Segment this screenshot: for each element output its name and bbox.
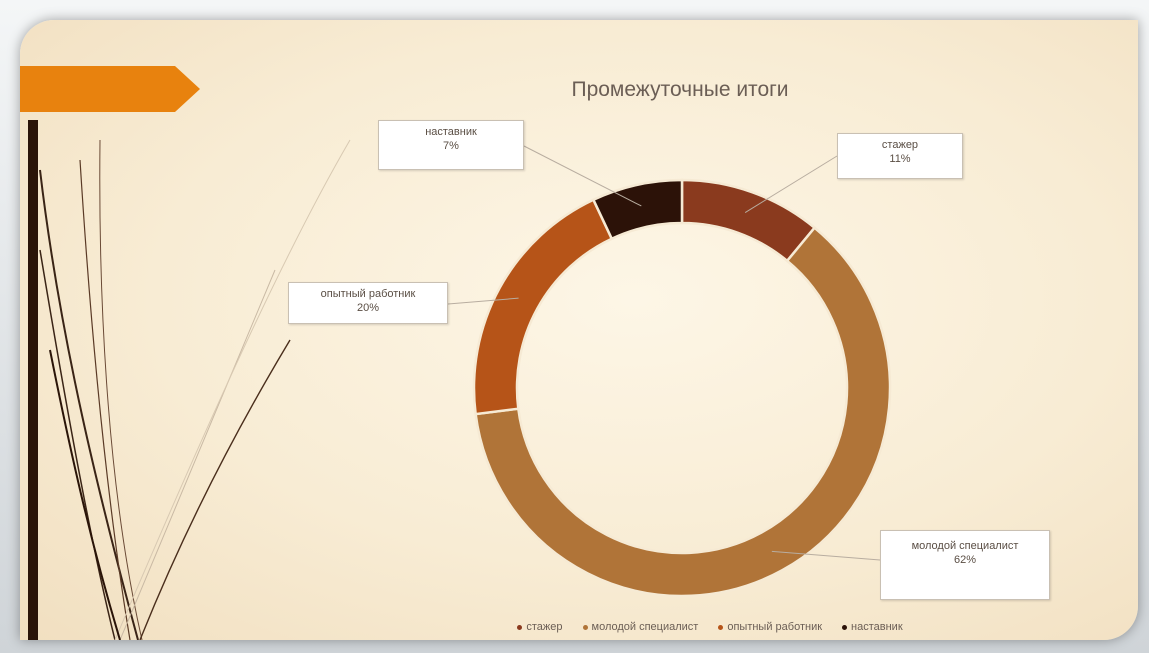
grass-stroke [39, 249, 116, 640]
donut-slice-molodoy-specialist [474, 225, 892, 598]
grass-stroke [119, 269, 276, 640]
slide-decoration [20, 66, 351, 640]
left-vertical-bar [28, 120, 38, 640]
donut-slice-stazher [680, 178, 817, 263]
leader-line [744, 155, 838, 213]
legend-marker [517, 624, 523, 630]
legend-label: стажер [526, 621, 563, 633]
legend-item-nastavnik: наставник [842, 621, 903, 633]
grass-stroke [39, 169, 139, 640]
leader-line [771, 550, 881, 561]
grass-stroke [49, 349, 121, 640]
donut-slice-nastavnik [591, 178, 684, 241]
grass-stroke [79, 159, 131, 640]
legend-marker [842, 624, 848, 630]
legend-label: наставник [851, 621, 903, 633]
leader-line [523, 145, 642, 207]
data-label-opytny-rabotnik: опытный работник 20% [288, 282, 448, 324]
legend-marker [718, 624, 724, 630]
legend-item-stazher: стажер [517, 621, 563, 633]
grass-stroke [114, 139, 351, 640]
data-label-molodoy-specialist: молодой специалист 62% [880, 530, 1050, 600]
legend-marker [582, 624, 588, 630]
data-label-stazher: стажер 11% [837, 133, 963, 179]
data-label-nastavnik: наставник 7% [378, 120, 524, 170]
chart-title: Промежуточные итоги [571, 78, 789, 101]
chart-legend: стажер молодой специалист опытный работн… [350, 621, 1070, 633]
accent-arrow-banner [20, 66, 200, 112]
donut-slice-opytny-rabotnik [472, 198, 614, 416]
legend-label: молодой специалист [591, 621, 699, 633]
legend-item-molodoy-specialist: молодой специалист [582, 621, 699, 633]
donut-chart [447, 145, 892, 598]
grass-stroke [139, 339, 291, 640]
legend-item-opytny-rabotnik: опытный работник [718, 621, 822, 633]
leader-line [447, 297, 519, 305]
slide: Промежуточные итоги стажер 11% молодой с… [20, 20, 1138, 640]
legend-label: опытный работник [727, 621, 823, 633]
grass-stroke [99, 139, 143, 640]
